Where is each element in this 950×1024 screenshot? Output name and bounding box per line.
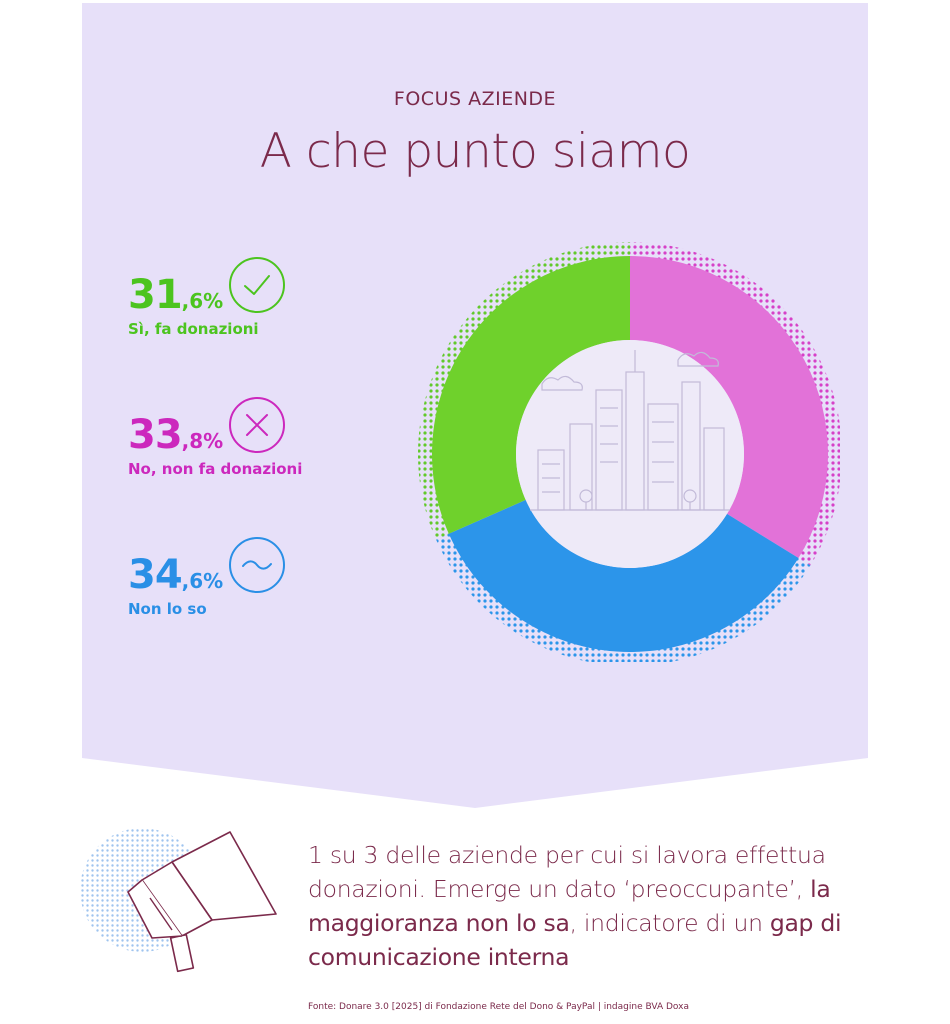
check-icon bbox=[229, 257, 285, 313]
donut-slice-3 bbox=[448, 499, 799, 653]
stat-unknown: 34,6% Non lo so bbox=[128, 537, 285, 618]
halo-2 bbox=[630, 242, 840, 566]
stat-yes: 31,6% Sì, fa donazioni bbox=[128, 257, 285, 338]
donut-chart bbox=[417, 242, 840, 662]
kicker: FOCUS AZIENDE bbox=[393, 88, 557, 110]
x-icon bbox=[229, 397, 285, 453]
donut-hole bbox=[516, 340, 744, 568]
summary-highlight-2: gap di comunicazione interna bbox=[308, 909, 842, 971]
summary-text: 1 su 3 delle aziende per cui si lavora e… bbox=[308, 838, 888, 974]
stat-yes-label: Sì, fa donazioni bbox=[128, 320, 259, 338]
stat-unknown-dec: ,6% bbox=[181, 569, 224, 593]
stat-no: 33,8% No, non fa donazioni bbox=[128, 397, 303, 478]
source-note: Fonte: Donare 3.0 [2025] di Fondazione R… bbox=[308, 1002, 689, 1012]
summary-highlight-1: la maggioranza non lo sa bbox=[308, 875, 831, 937]
city-skyline-illustration bbox=[530, 350, 730, 511]
halo-1 bbox=[417, 242, 630, 540]
summary-part-2: , indicatore di un bbox=[569, 909, 770, 937]
wave-icon bbox=[229, 537, 285, 593]
megaphone-icon bbox=[80, 828, 277, 973]
donut-slice-2 bbox=[630, 256, 828, 558]
donut-slice-1 bbox=[432, 256, 630, 534]
stat-yes-int: 31 bbox=[128, 272, 183, 318]
stat-no-dec: ,8% bbox=[181, 429, 224, 453]
stat-yes-dec: ,6% bbox=[181, 289, 224, 313]
summary-part-1: 1 su 3 delle aziende per cui si lavora e… bbox=[308, 841, 826, 903]
stat-no-int: 33 bbox=[128, 412, 183, 458]
page-title: A che punto siamo bbox=[259, 124, 691, 179]
stat-no-label: No, non fa donazioni bbox=[128, 460, 303, 478]
donut-segments bbox=[432, 256, 828, 653]
stat-unknown-int: 34 bbox=[128, 552, 183, 598]
stat-unknown-label: Non lo so bbox=[128, 600, 207, 618]
